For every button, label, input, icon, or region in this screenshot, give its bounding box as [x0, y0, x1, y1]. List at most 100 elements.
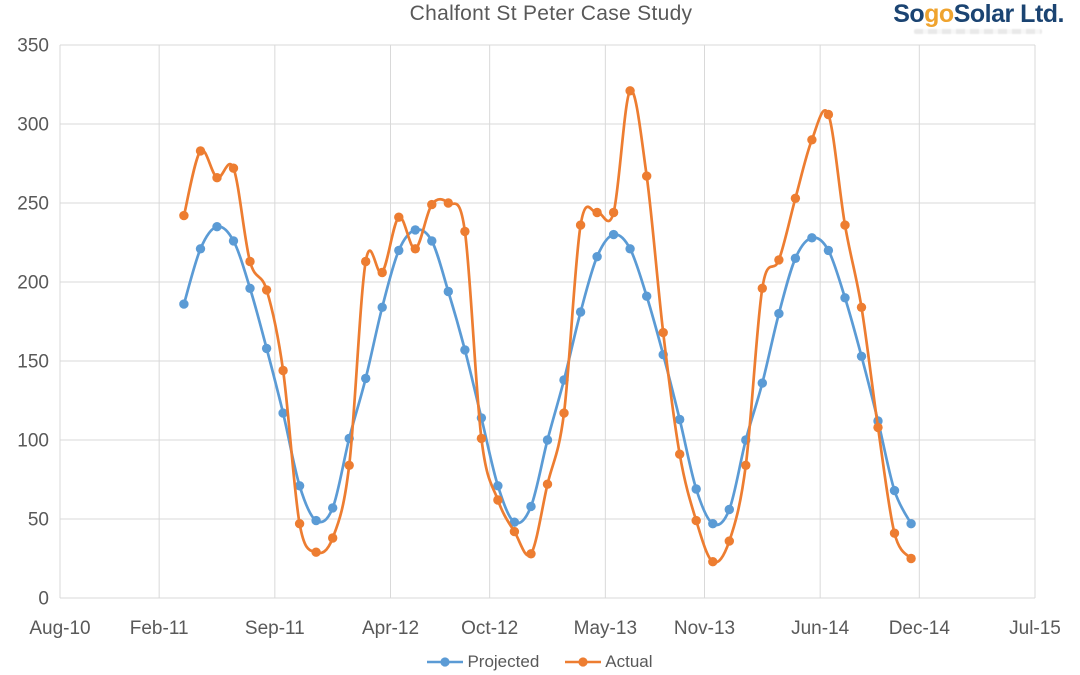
- y-tick-label: 50: [28, 509, 49, 530]
- data-point-projected: [757, 378, 767, 388]
- data-point-projected: [708, 519, 718, 529]
- data-point-actual: [757, 283, 767, 293]
- data-point-projected: [575, 307, 586, 317]
- x-tick-label: Jun-14: [791, 618, 850, 639]
- data-point-actual: [261, 285, 272, 295]
- x-tick-label: Aug-10: [29, 618, 90, 639]
- company-logo: SogoSolar Ltd.: [893, 0, 1064, 29]
- data-point-projected: [460, 345, 470, 355]
- data-point-projected: [394, 245, 404, 256]
- data-point-projected: [542, 435, 553, 445]
- data-point-projected: [427, 236, 437, 246]
- data-point-actual: [245, 256, 255, 267]
- data-point-projected: [377, 302, 387, 312]
- data-point-actual: [394, 212, 404, 222]
- data-point-actual: [476, 433, 487, 444]
- data-point-projected: [724, 504, 734, 515]
- data-point-actual: [311, 547, 321, 557]
- data-point-projected: [774, 308, 784, 319]
- data-point-projected: [410, 225, 420, 235]
- data-point-actual: [179, 210, 189, 221]
- x-tick-label: Oct-12: [461, 618, 518, 639]
- x-tick-label: Feb-11: [130, 618, 189, 639]
- data-point-actual: [790, 193, 801, 203]
- y-tick-label: 0: [38, 588, 49, 609]
- data-point-projected: [245, 283, 255, 293]
- data-point-actual: [509, 526, 520, 537]
- data-point-projected: [675, 414, 685, 425]
- data-point-actual: [377, 267, 387, 278]
- x-tick-label: Nov-13: [674, 618, 735, 639]
- data-point-projected: [625, 244, 635, 254]
- data-point-projected: [328, 503, 338, 513]
- data-point-projected: [493, 481, 503, 491]
- data-point-actual: [294, 519, 305, 529]
- y-tick-label: 200: [17, 272, 49, 293]
- data-point-projected: [261, 343, 272, 354]
- data-point-projected: [212, 222, 222, 232]
- legend-label: Actual: [605, 652, 653, 671]
- data-point-projected: [509, 517, 520, 527]
- data-point-actual: [807, 135, 817, 145]
- data-point-projected: [278, 408, 288, 418]
- data-point-actual: [658, 327, 668, 338]
- data-point-projected: [311, 515, 321, 526]
- data-point-actual: [906, 553, 916, 564]
- data-point-projected: [179, 299, 189, 309]
- x-tick-label: May-13: [574, 618, 637, 639]
- data-point-actual: [856, 302, 867, 312]
- data-point-actual: [427, 199, 437, 210]
- data-point-projected: [807, 233, 817, 243]
- data-point-actual: [195, 146, 206, 156]
- data-point-projected: [195, 244, 206, 254]
- data-point-actual: [823, 109, 834, 120]
- data-point-projected: [790, 253, 801, 263]
- legend-item-actual: Actual: [565, 652, 653, 672]
- data-point-actual: [625, 86, 635, 96]
- data-point-projected: [526, 501, 536, 512]
- data-point-projected: [823, 245, 834, 256]
- data-point-actual: [675, 449, 685, 459]
- x-tick-label: Apr-12: [362, 618, 419, 639]
- x-tick-label: Jul-15: [1009, 618, 1061, 639]
- data-point-projected: [592, 252, 602, 262]
- data-point-actual: [741, 460, 751, 470]
- y-tick-label: 100: [17, 430, 49, 451]
- data-point-actual: [443, 198, 453, 208]
- data-point-actual: [575, 220, 586, 230]
- y-tick-label: 300: [17, 114, 49, 135]
- legend-marker-icon: [427, 657, 464, 667]
- data-point-projected: [443, 286, 453, 297]
- logo-text-solar-ltd: Solar Ltd.: [953, 0, 1065, 28]
- data-point-actual: [228, 163, 239, 173]
- data-point-actual: [724, 536, 734, 546]
- data-point-projected: [642, 291, 652, 301]
- data-point-actual: [278, 365, 288, 376]
- chart-legend: Projected Actual: [0, 651, 1080, 673]
- data-point-projected: [228, 236, 239, 246]
- data-point-projected: [361, 373, 371, 384]
- series-line-actual: [182, 89, 913, 564]
- data-point-actual: [559, 408, 569, 418]
- data-point-actual: [774, 255, 784, 265]
- data-point-actual: [542, 479, 553, 489]
- data-point-actual: [708, 557, 718, 567]
- logo-text-go: go: [924, 0, 954, 28]
- y-tick-label: 250: [17, 193, 49, 214]
- data-point-projected: [856, 351, 867, 361]
- y-tick-label: 350: [17, 35, 49, 56]
- data-point-actual: [361, 256, 371, 267]
- logo-text-so: So: [893, 0, 925, 28]
- data-point-actual: [526, 549, 536, 559]
- x-tick-label: Sep-11: [245, 618, 305, 639]
- legend-item-projected: Projected: [427, 652, 539, 672]
- chart-title: Chalfont St Peter Case Study: [409, 2, 693, 25]
- data-point-actual: [840, 220, 850, 230]
- data-point-actual: [642, 171, 652, 181]
- data-point-actual: [460, 226, 470, 237]
- data-point-actual: [344, 460, 354, 470]
- y-tick-label: 150: [17, 351, 49, 372]
- data-point-projected: [608, 229, 619, 240]
